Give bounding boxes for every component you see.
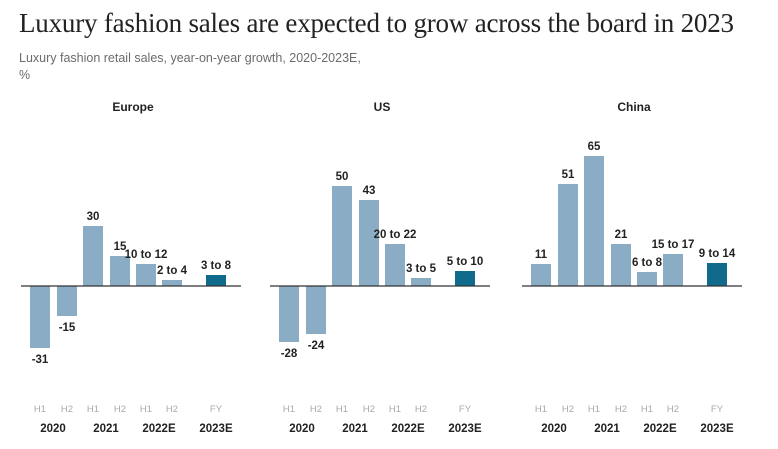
data-label: -31 xyxy=(32,354,49,366)
panel-title-us: US xyxy=(374,100,391,114)
bar xyxy=(611,244,631,286)
bar xyxy=(206,275,226,286)
data-label: 15 to 17 xyxy=(652,239,695,251)
data-label: 51 xyxy=(562,169,575,181)
panel-title-europe: Europe xyxy=(112,100,154,114)
bar xyxy=(162,280,182,286)
period-label: H1 xyxy=(283,404,295,415)
year-label: 2023E xyxy=(700,423,734,435)
period-label: H1 xyxy=(34,404,46,415)
bar xyxy=(411,278,431,286)
data-label: 2 to 4 xyxy=(157,265,188,277)
bar xyxy=(83,226,103,286)
bar xyxy=(306,286,326,334)
period-label: H2 xyxy=(166,404,178,415)
bar xyxy=(558,184,578,286)
period-label: H2 xyxy=(310,404,322,415)
data-label: 50 xyxy=(336,171,349,183)
year-label: 2020 xyxy=(541,423,567,435)
period-label: H2 xyxy=(114,404,126,415)
period-label: FY xyxy=(459,404,472,415)
bar xyxy=(359,200,379,286)
period-label: H1 xyxy=(588,404,600,415)
bar xyxy=(57,286,77,316)
chart-title: Luxury fashion sales are expected to gro… xyxy=(19,8,734,38)
panel-title-china: China xyxy=(617,100,651,114)
data-label: 15 xyxy=(114,241,127,253)
data-label: 3 to 5 xyxy=(406,263,437,275)
data-label: -28 xyxy=(281,348,298,360)
bar xyxy=(707,263,727,286)
period-label: H2 xyxy=(667,404,679,415)
bar xyxy=(531,264,551,286)
year-label: 2020 xyxy=(40,423,66,435)
bar xyxy=(279,286,299,342)
period-label: H1 xyxy=(87,404,99,415)
period-label: H2 xyxy=(415,404,427,415)
chart-subtitle: Luxury fashion retail sales, year-on-yea… xyxy=(19,50,361,84)
bar xyxy=(136,264,156,286)
data-label: 9 to 14 xyxy=(699,248,736,260)
period-label: H2 xyxy=(363,404,375,415)
year-label: 2022E xyxy=(391,423,425,435)
data-label: 43 xyxy=(363,185,376,197)
data-label: -15 xyxy=(59,322,76,334)
year-label: 2021 xyxy=(342,423,368,435)
bar xyxy=(455,271,475,286)
bar xyxy=(110,256,130,286)
subtitle-text: Luxury fashion retail sales, year-on-yea… xyxy=(19,51,361,65)
data-label: 6 to 8 xyxy=(632,257,663,269)
period-label: H1 xyxy=(641,404,653,415)
year-label: 2022E xyxy=(142,423,176,435)
year-label: 2021 xyxy=(594,423,620,435)
data-label: 5 to 10 xyxy=(447,256,483,268)
year-label: 2022E xyxy=(643,423,677,435)
year-label: 2020 xyxy=(289,423,315,435)
data-label: 30 xyxy=(87,211,100,223)
data-label: 11 xyxy=(535,249,548,261)
unit-label: % xyxy=(19,68,31,82)
data-label: 65 xyxy=(588,141,601,153)
period-label: FY xyxy=(210,404,223,415)
bar xyxy=(385,244,405,286)
period-label: H1 xyxy=(336,404,348,415)
year-label: 2023E xyxy=(199,423,233,435)
bar xyxy=(584,156,604,286)
period-label: H1 xyxy=(389,404,401,415)
period-label: H1 xyxy=(140,404,152,415)
year-label: 2023E xyxy=(448,423,482,435)
bar xyxy=(663,254,683,286)
data-label: 10 to 12 xyxy=(125,249,168,261)
year-label: 2021 xyxy=(93,423,119,435)
period-label: H2 xyxy=(562,404,574,415)
period-label: H2 xyxy=(61,404,73,415)
period-label: H2 xyxy=(615,404,627,415)
data-label: 21 xyxy=(615,229,628,241)
data-label: -24 xyxy=(308,340,325,352)
period-label: H1 xyxy=(535,404,547,415)
bar xyxy=(30,286,50,348)
data-label: 20 to 22 xyxy=(374,229,417,241)
period-label: FY xyxy=(711,404,724,415)
bar xyxy=(637,272,657,286)
data-label: 3 to 8 xyxy=(201,260,232,272)
bar xyxy=(332,186,352,286)
